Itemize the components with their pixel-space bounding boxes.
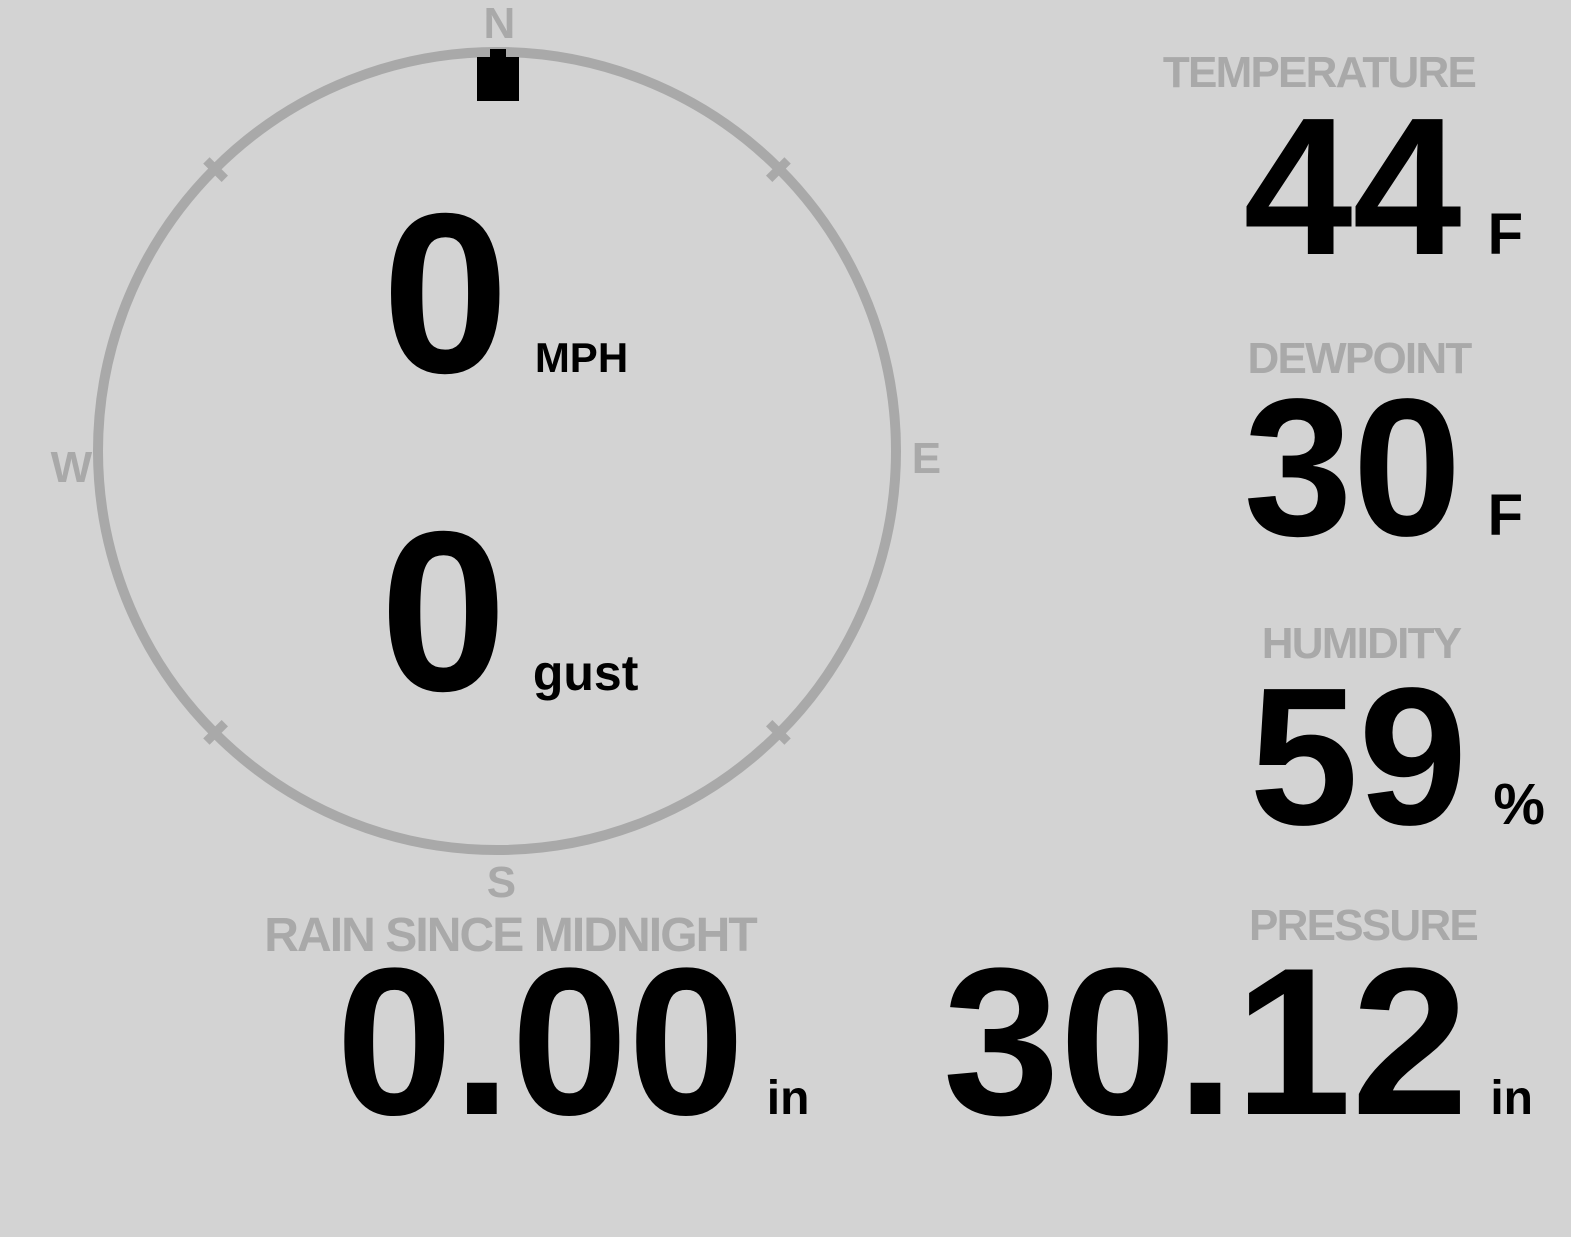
compass-label-east: E xyxy=(911,434,941,483)
compass-label-north: N xyxy=(483,0,516,48)
dewpoint-label: DEWPOINT xyxy=(1247,334,1472,383)
pressure-value: 30.12 xyxy=(942,924,1469,1159)
humidity-label: HUMIDITY xyxy=(1261,619,1462,668)
humidity-value: 59 xyxy=(1249,647,1468,866)
wind-gust-unit: gust xyxy=(532,645,639,701)
compass-tick-sw xyxy=(203,720,228,745)
dewpoint-unit: F xyxy=(1487,483,1523,548)
compass-label-west: W xyxy=(50,443,93,492)
temperature-value: 44 xyxy=(1243,77,1462,296)
temperature-label: TEMPERATURE xyxy=(1162,48,1477,97)
temperature-unit: F xyxy=(1487,202,1523,267)
pressure-unit: in xyxy=(1490,1072,1533,1125)
pressure-label: PRESSURE xyxy=(1249,901,1479,950)
rain-value: 0.00 xyxy=(336,924,745,1159)
wind-gust: 0 gust xyxy=(380,498,638,726)
humidity-unit: % xyxy=(1493,772,1545,837)
wind-speed-unit: MPH xyxy=(534,334,629,381)
compass-label-south: S xyxy=(486,858,516,907)
rain-label: RAIN SINCE MIDNIGHT xyxy=(264,909,757,962)
pressure-reading: 30.12 in xyxy=(943,937,1533,1147)
compass-tick-se xyxy=(766,720,791,745)
wind-gust-value: 0 xyxy=(380,485,507,739)
humidity-reading: 59 % xyxy=(1249,659,1545,855)
wind-speed-value: 0 xyxy=(382,167,509,421)
compass-ticks xyxy=(203,157,791,745)
rain-reading: 0.00 in xyxy=(336,937,809,1147)
compass-tick-ne xyxy=(766,157,791,182)
dewpoint-reading: 30 F xyxy=(1244,370,1523,566)
rain-unit: in xyxy=(766,1072,810,1125)
dewpoint-value: 30 xyxy=(1243,358,1462,577)
wind-direction-marker xyxy=(477,49,519,101)
wind-speed: 0 MPH xyxy=(382,180,628,408)
compass-tick-nw xyxy=(203,157,228,182)
temperature-reading: 44 F xyxy=(1244,89,1523,285)
